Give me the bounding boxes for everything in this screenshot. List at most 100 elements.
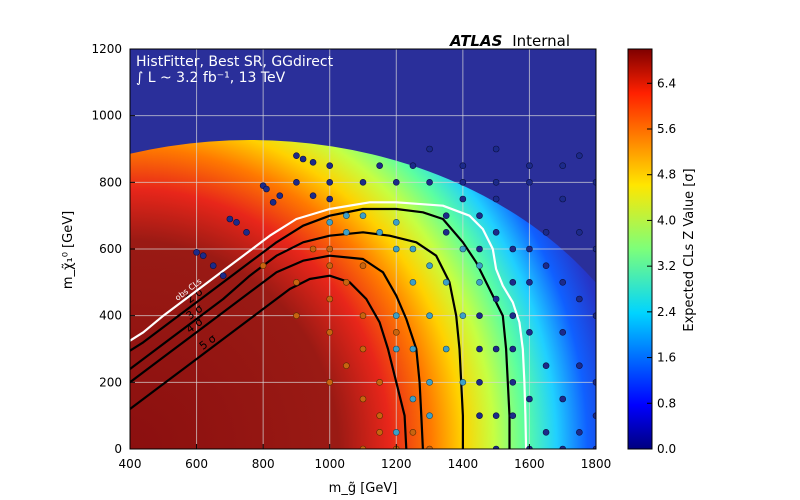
- signal-point: [526, 179, 533, 186]
- signal-point: [326, 262, 334, 269]
- signal-point: [459, 312, 467, 319]
- signal-point: [392, 245, 400, 253]
- signal-point: [576, 295, 583, 303]
- signal-point: [359, 445, 367, 449]
- signal-point: [426, 145, 433, 153]
- signal-point: [376, 162, 383, 169]
- signal-point: [542, 229, 550, 236]
- x-tick-label: 600: [185, 457, 208, 471]
- signal-point: [263, 185, 270, 193]
- y-tick-label: 400: [99, 309, 122, 323]
- signal-point: [526, 279, 533, 286]
- y-tick-label: 800: [99, 175, 122, 189]
- signal-point: [269, 199, 277, 206]
- signal-point: [359, 395, 367, 403]
- colorbar-label: Expected CLs Z Value [σ]: [682, 168, 697, 331]
- signal-point: [409, 395, 417, 403]
- signal-point: [476, 262, 483, 269]
- signal-point: [559, 279, 567, 286]
- signal-point: [492, 229, 500, 236]
- signal-point: [592, 179, 596, 186]
- signal-point: [209, 262, 217, 269]
- y-tick-label: 1000: [91, 109, 122, 123]
- contour-line: [130, 231, 464, 449]
- signal-point: [542, 362, 550, 369]
- signal-point: [326, 219, 334, 226]
- signal-point: [509, 345, 517, 353]
- signal-point: [509, 379, 517, 386]
- signal-point: [476, 312, 483, 319]
- colorbar-tick-label: 6.4: [657, 76, 676, 90]
- signal-point: [426, 379, 433, 386]
- signal-point: [559, 162, 567, 169]
- signal-point: [243, 229, 250, 236]
- signal-point: [359, 262, 367, 269]
- signal-point: [326, 195, 334, 203]
- signal-point: [442, 345, 450, 353]
- annotation-line1: HistFitter, Best SR, GGdirect: [136, 54, 334, 70]
- signal-point: [409, 429, 417, 436]
- signal-point: [492, 179, 500, 186]
- signal-point: [459, 179, 467, 186]
- signal-point: [592, 445, 596, 449]
- signal-point: [276, 192, 284, 199]
- signal-point: [309, 245, 317, 253]
- signal-point: [509, 245, 517, 253]
- signal-point: [459, 379, 467, 386]
- signal-point: [492, 295, 500, 303]
- x-axis-label: m_g̃ [GeV]: [329, 481, 398, 496]
- x-tick-label: 1400: [448, 457, 479, 471]
- signal-point: [492, 345, 500, 353]
- colorbar-tick-label: 1.6: [657, 351, 676, 365]
- signal-point: [492, 445, 500, 449]
- signal-point: [509, 279, 517, 286]
- y-tick-label: 200: [99, 375, 122, 389]
- contour-line: [130, 254, 424, 449]
- signal-points: [193, 145, 596, 449]
- signal-point: [542, 429, 550, 436]
- signal-point: [559, 445, 567, 449]
- contour-line: [130, 201, 528, 449]
- y-axis-label: m_χ̃₁⁰ [GeV]: [61, 211, 76, 289]
- x-tick-label: 800: [252, 457, 275, 471]
- signal-point: [376, 229, 383, 236]
- signal-point: [592, 312, 596, 319]
- signal-point: [559, 329, 567, 336]
- signal-point: [199, 252, 207, 259]
- y-axis-ticks: 0 200 400 600 800 1000 1200: [91, 42, 135, 456]
- colorbar-tick-label: 4.8: [657, 168, 676, 182]
- atlas-label: ATLAS Internal: [449, 32, 570, 50]
- signal-point: [193, 249, 200, 256]
- signal-point: [392, 429, 400, 436]
- signal-point: [343, 362, 350, 369]
- signal-point: [476, 279, 483, 286]
- signal-point: [509, 412, 517, 419]
- signal-point: [326, 295, 334, 303]
- signal-point: [392, 312, 400, 319]
- signal-point: [343, 212, 350, 219]
- signal-point: [426, 445, 433, 449]
- signal-point: [442, 229, 450, 236]
- signal-point: [326, 162, 334, 169]
- signal-point: [409, 345, 417, 353]
- signal-point: [233, 219, 240, 226]
- signal-point: [326, 245, 334, 253]
- signal-point: [592, 245, 596, 253]
- x-tick-label: 1000: [314, 457, 345, 471]
- colorbar-tick-label: 0.0: [657, 442, 676, 456]
- signal-point: [299, 155, 307, 163]
- signal-point: [559, 195, 567, 203]
- contour-line: [130, 274, 408, 449]
- signal-point: [392, 219, 400, 226]
- signal-point: [576, 362, 583, 369]
- signal-point: [526, 162, 533, 169]
- colorbar: [627, 48, 653, 450]
- signal-point: [259, 262, 267, 269]
- y-tick-label: 1200: [91, 42, 122, 56]
- signal-point: [509, 312, 517, 319]
- x-tick-label: 1600: [514, 457, 545, 471]
- signal-point: [526, 245, 533, 253]
- signal-point: [326, 179, 334, 186]
